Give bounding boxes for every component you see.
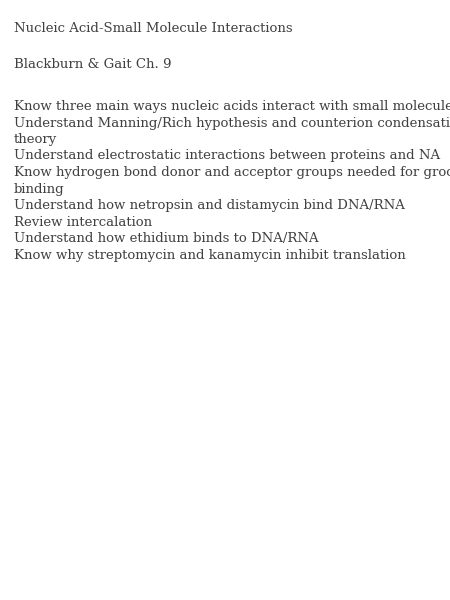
Text: Review intercalation: Review intercalation (14, 215, 152, 229)
Text: Understand electrostatic interactions between proteins and NA: Understand electrostatic interactions be… (14, 149, 440, 163)
Text: Understand Manning/Rich hypothesis and counterion condensation: Understand Manning/Rich hypothesis and c… (14, 116, 450, 130)
Text: theory: theory (14, 133, 57, 146)
Text: Understand how netropsin and distamycin bind DNA/RNA: Understand how netropsin and distamycin … (14, 199, 405, 212)
Text: Blackburn & Gait Ch. 9: Blackburn & Gait Ch. 9 (14, 58, 171, 71)
Text: Know why streptomycin and kanamycin inhibit translation: Know why streptomycin and kanamycin inhi… (14, 248, 406, 262)
Text: binding: binding (14, 182, 65, 196)
Text: Know hydrogen bond donor and acceptor groups needed for groove: Know hydrogen bond donor and acceptor gr… (14, 166, 450, 179)
Text: Know three main ways nucleic acids interact with small molecules: Know three main ways nucleic acids inter… (14, 100, 450, 113)
Text: Understand how ethidium binds to DNA/RNA: Understand how ethidium binds to DNA/RNA (14, 232, 319, 245)
Text: Nucleic Acid-Small Molecule Interactions: Nucleic Acid-Small Molecule Interactions (14, 22, 292, 35)
